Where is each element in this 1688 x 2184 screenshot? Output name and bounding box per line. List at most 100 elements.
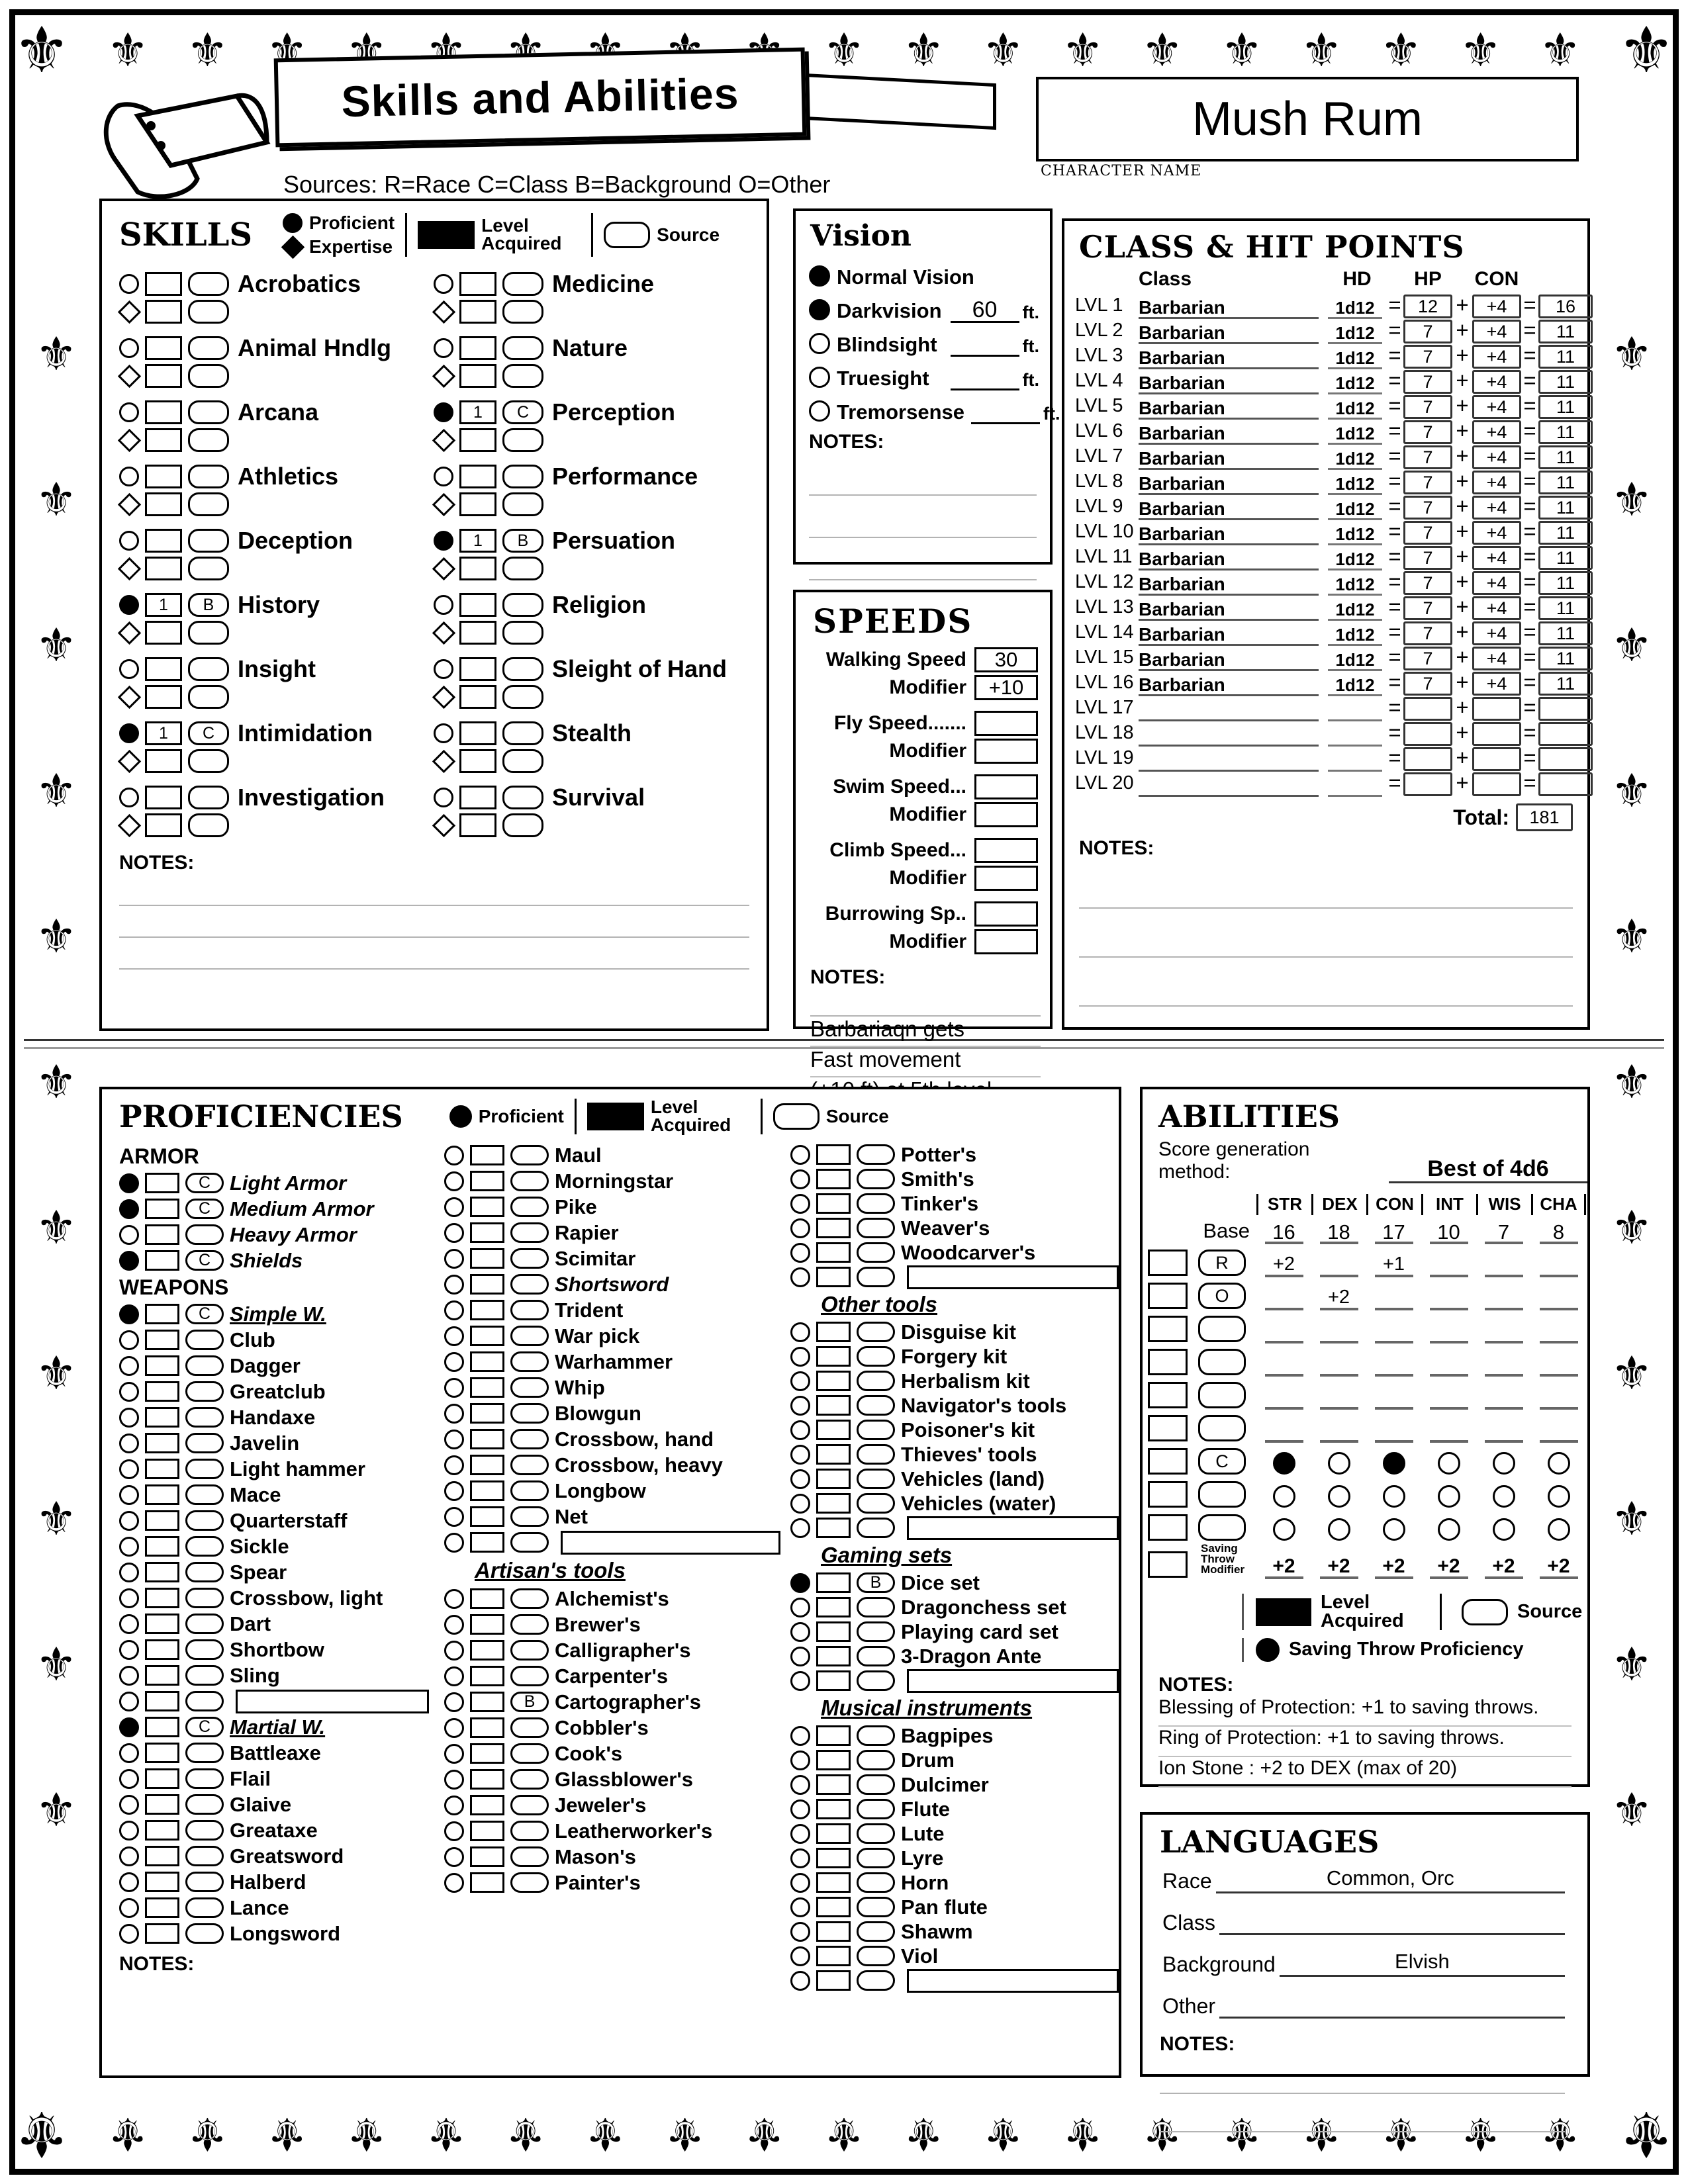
expertise-level-box[interactable] [459,300,496,324]
hit-die-field[interactable]: 1d12 [1328,651,1382,671]
base-score[interactable]: 10 [1429,1220,1468,1244]
proficient-circle[interactable] [119,274,139,294]
source-box[interactable] [857,1725,895,1746]
ability-modifier-cell[interactable] [1374,1320,1413,1343]
ability-modifier-cell[interactable] [1539,1419,1578,1443]
level-acquired-box[interactable] [145,1691,179,1711]
source-box[interactable] [185,1224,224,1245]
level-acquired-box[interactable] [816,1725,851,1746]
proficient-circle[interactable] [444,1480,465,1501]
source-box[interactable] [510,1480,549,1501]
proficient-circle[interactable] [790,1848,810,1868]
source-box[interactable] [510,1145,549,1165]
source-box[interactable] [510,1717,549,1738]
hp-roll-box[interactable]: 7 [1403,320,1452,343]
write-in-field[interactable] [907,1265,1119,1289]
level-total-box[interactable]: 11 [1538,571,1593,595]
expertise-level-box[interactable] [145,749,182,773]
abilities-note-line[interactable]: Ring of Protection: +1 to saving throws. [1158,1727,1571,1758]
expertise-source-box[interactable] [188,749,229,773]
source-box[interactable] [502,465,543,488]
level-acquired-box[interactable] [816,1322,851,1342]
source-box[interactable] [1198,1316,1246,1342]
expertise-diamond[interactable] [432,621,455,645]
source-box[interactable] [1198,1349,1246,1375]
source-box[interactable] [185,1665,224,1686]
ability-modifier-cell[interactable] [1429,1419,1468,1443]
proficient-circle[interactable] [444,1692,465,1712]
source-box[interactable] [188,272,229,296]
proficient-circle[interactable] [119,467,139,486]
proficient-circle[interactable] [790,1621,810,1642]
vision-feet-value[interactable] [950,355,1019,357]
source-box[interactable] [857,1799,895,1819]
source-box[interactable] [510,1795,549,1815]
source-box[interactable]: C [1198,1448,1246,1475]
level-acquired-box[interactable] [1148,1250,1188,1276]
source-box[interactable]: C [185,1304,224,1324]
level-total-box[interactable]: 11 [1538,370,1593,394]
level-acquired-box[interactable] [470,1532,505,1553]
write-in-field[interactable] [907,1516,1119,1540]
level-acquired-box[interactable] [470,1821,505,1841]
proficient-circle[interactable] [119,531,139,551]
proficient-circle[interactable] [790,1420,810,1440]
source-box[interactable] [857,1322,895,1342]
class-name-field[interactable] [1139,745,1319,747]
level-acquired-box[interactable] [145,1510,179,1531]
ability-modifier-cell[interactable] [1264,1386,1303,1410]
proficient-circle[interactable] [434,338,453,358]
proficient-circle[interactable] [790,1799,810,1819]
proficient-circle[interactable] [444,1248,465,1269]
proficient-circle[interactable] [119,659,139,679]
source-box[interactable] [188,336,229,360]
ability-modifier-cell[interactable] [1539,1320,1578,1343]
ability-modifier-cell[interactable] [1374,1419,1413,1443]
source-box[interactable] [857,1750,895,1770]
class-name-field[interactable]: Barbarian [1139,650,1319,671]
proficient-circle[interactable] [119,1484,139,1505]
source-box[interactable] [502,272,543,296]
level-acquired-box[interactable] [1148,1382,1188,1408]
proficient-circle[interactable] [119,1691,139,1711]
source-box[interactable] [502,336,543,360]
hp-roll-box[interactable] [1403,697,1452,721]
expertise-level-box[interactable] [145,492,182,516]
source-box[interactable] [857,1242,895,1263]
level-total-box[interactable] [1538,697,1593,721]
class-name-field[interactable]: Barbarian [1139,323,1319,344]
expertise-diamond[interactable] [117,300,141,324]
proficient-circle[interactable] [119,1846,139,1866]
speed-modifier-box[interactable] [974,739,1038,764]
hp-roll-box[interactable]: 7 [1403,370,1452,394]
proficient-circle[interactable] [444,1769,465,1790]
proficient-circle[interactable] [119,1717,139,1737]
source-box[interactable] [510,1614,549,1635]
level-acquired-box[interactable] [1148,1349,1188,1375]
level-acquired-box[interactable] [470,1403,505,1424]
level-total-box[interactable]: 11 [1538,320,1593,343]
level-acquired-box[interactable] [459,657,496,681]
expertise-source-box[interactable] [188,557,229,580]
proficient-circle[interactable] [119,1768,139,1789]
expertise-source-box[interactable] [502,749,543,773]
hp-roll-box[interactable]: 7 [1403,546,1452,570]
level-acquired-box[interactable] [459,336,496,360]
hit-die-field[interactable]: 1d12 [1328,600,1382,621]
source-box[interactable] [188,529,229,553]
level-acquired-box[interactable] [816,1420,851,1440]
expertise-level-box[interactable] [145,300,182,324]
source-box[interactable] [510,1743,549,1764]
proficient-circle[interactable] [119,1330,139,1350]
source-box[interactable]: C [502,400,543,424]
saving-throw-circle[interactable] [1272,1452,1295,1475]
level-acquired-box[interactable] [459,786,496,809]
level-acquired-box[interactable] [816,1872,851,1893]
saving-throw-circle[interactable] [1437,1518,1460,1541]
source-box[interactable] [185,1923,224,1944]
saving-throw-modifier[interactable]: +2 [1374,1555,1413,1579]
expertise-level-box[interactable] [145,428,182,452]
level-acquired-box[interactable] [816,1970,851,1991]
level-acquired-box[interactable] [145,1330,179,1350]
con-bonus-box[interactable]: +4 [1472,471,1521,494]
